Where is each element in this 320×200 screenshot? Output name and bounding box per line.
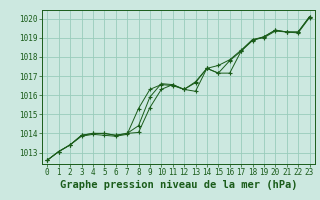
X-axis label: Graphe pression niveau de la mer (hPa): Graphe pression niveau de la mer (hPa) xyxy=(60,180,297,190)
